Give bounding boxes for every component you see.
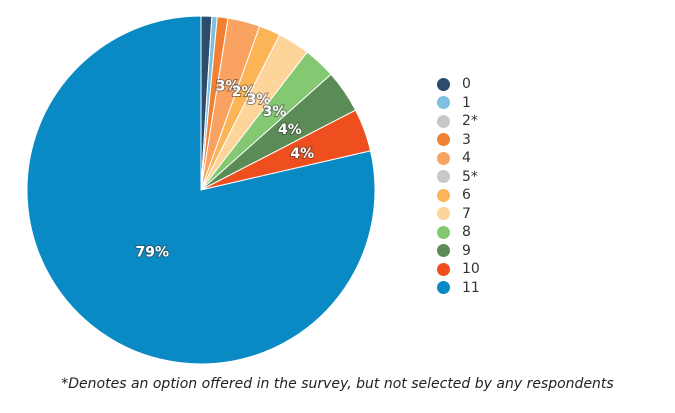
- legend-item-10: 10: [437, 260, 480, 279]
- data-label-8: 3%: [263, 104, 287, 120]
- data-label-9: 4%: [278, 122, 302, 138]
- data-label-10: 4%: [290, 146, 314, 162]
- data-label-11: 79%: [135, 244, 169, 260]
- legend-item-7: 7: [437, 205, 480, 224]
- legend-swatch: [437, 262, 450, 276]
- legend-swatch: [437, 188, 450, 202]
- legend-label: 0: [462, 76, 471, 93]
- legend-swatch: [437, 281, 450, 295]
- legend-swatch: [437, 133, 450, 147]
- legend-item-4: 4: [437, 149, 480, 168]
- legend-item-1: 1: [437, 94, 480, 113]
- legend-label: 3: [462, 131, 471, 148]
- legend-item-11: 11: [437, 279, 480, 298]
- legend-label: 1: [462, 94, 471, 111]
- legend-item-6: 6: [437, 186, 480, 205]
- legend-label: 10: [462, 261, 480, 278]
- legend-label: 9: [462, 242, 471, 259]
- legend-swatch: [437, 96, 450, 110]
- legend-item-0: 0: [437, 75, 480, 94]
- data-label-4: 3%: [216, 78, 240, 94]
- pie-slice-11: [26, 15, 376, 365]
- legend-item-2-star: 2*: [437, 112, 480, 131]
- legend-label: 11: [462, 279, 480, 296]
- legend-label: 5*: [462, 168, 478, 185]
- legend-label: 2*: [462, 113, 478, 130]
- footnote: *Denotes an option offered in the survey…: [61, 376, 614, 392]
- legend-swatch: [437, 225, 450, 239]
- legend-label: 4: [462, 150, 471, 167]
- legend-label: 7: [462, 205, 471, 222]
- legend-swatch: [437, 151, 450, 165]
- legend-swatch: [437, 244, 450, 258]
- legend-swatch: [437, 114, 450, 128]
- legend-item-3: 3: [437, 131, 480, 150]
- legend-label: 8: [462, 224, 471, 241]
- legend-swatch: [437, 170, 450, 184]
- legend-item-5-star: 5*: [437, 168, 480, 187]
- legend-item-9: 9: [437, 242, 480, 261]
- legend-item-8: 8: [437, 223, 480, 242]
- legend-swatch: [437, 77, 450, 91]
- data-label-7: 3%: [247, 92, 271, 108]
- legend-label: 6: [462, 187, 471, 204]
- chart-legend: 0 1 2* 3 4 5* 6 7 8 9 10 11: [437, 75, 480, 297]
- legend-swatch: [437, 207, 450, 221]
